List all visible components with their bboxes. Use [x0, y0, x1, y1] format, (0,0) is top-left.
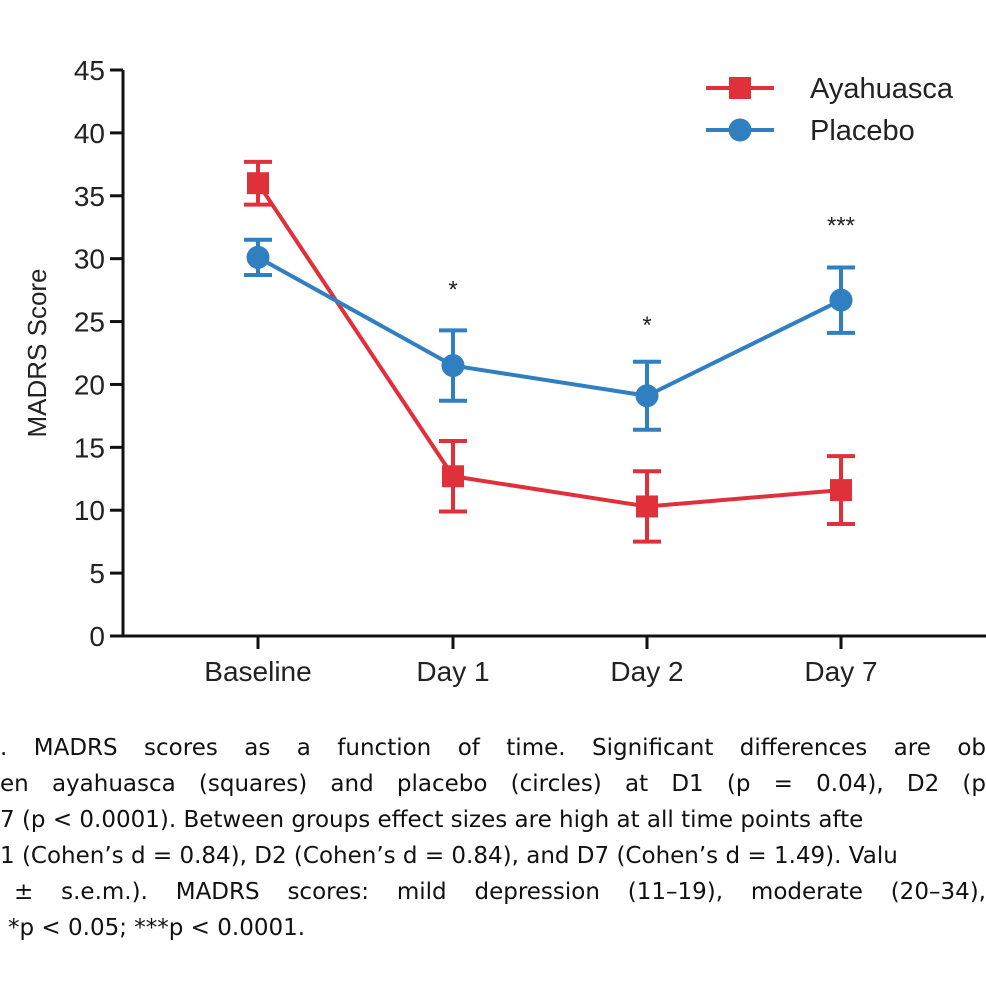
- data-point-circle: [441, 354, 465, 378]
- y-axis-ticks: 0 5 10 15 20 25 30 35 40 45: [74, 55, 123, 652]
- series-line: [257, 255, 842, 398]
- x-axis-ticks: Baseline Day 1 Day 2 Day 7: [204, 636, 878, 687]
- y-tick-label: 30: [74, 244, 105, 275]
- series-ayahuasca: [244, 159, 855, 544]
- series-layer: [244, 159, 855, 544]
- significance-annotations: *****: [448, 212, 855, 338]
- legend-square-icon: [729, 77, 751, 99]
- legend-label: Placebo: [810, 115, 915, 147]
- y-tick-label: 40: [74, 118, 105, 149]
- significance-marker: *: [642, 312, 651, 339]
- caption-line: en ayahuasca (squares) and placebo (circ…: [0, 771, 986, 797]
- y-tick-label: 10: [74, 495, 105, 526]
- data-point-square: [442, 465, 464, 488]
- legend-item-ayahuasca: Ayahuasca: [706, 73, 954, 105]
- caption-line: . MADRS scores as a function of time. Si…: [0, 735, 986, 761]
- y-tick-label: 35: [74, 181, 105, 212]
- y-tick-label: 20: [74, 369, 105, 400]
- data-point-circle: [246, 245, 270, 269]
- legend-circle-icon: [728, 118, 752, 142]
- y-tick-label: 45: [74, 55, 105, 86]
- x-tick-label: Baseline: [204, 656, 311, 687]
- series-line: [256, 182, 842, 509]
- data-point-square: [636, 495, 658, 518]
- legend-label: Ayahuasca: [810, 73, 954, 105]
- caption-line: 7 (p < 0.0001). Between groups effect si…: [0, 807, 864, 833]
- series-placebo: [244, 237, 855, 432]
- caption-line: 1 (Cohen’s d = 0.84), D2 (Cohen’s d = 0.…: [0, 843, 898, 869]
- chart-axes: [121, 70, 986, 638]
- y-tick-label: 25: [74, 307, 105, 338]
- y-tick-label: 5: [89, 558, 105, 589]
- data-point-circle: [635, 384, 659, 408]
- x-tick-label: Day 7: [804, 656, 877, 687]
- madrs-line-chart: 0 5 10 15 20 25 30 35 40 45 Baseline Day 1 Day 2 Day…: [22, 55, 986, 687]
- x-tick-label: Day 2: [610, 656, 683, 687]
- caption-line: *p < 0.05; ***p < 0.0001.: [8, 915, 306, 941]
- y-axis-label: MADRS Score: [22, 268, 52, 437]
- figure-caption: . MADRS scores as a function of time. Si…: [0, 730, 986, 986]
- data-point-square: [247, 172, 269, 195]
- significance-marker: *: [448, 277, 457, 304]
- caption-line: ± s.e.m.). MADRS scores: mild depression…: [14, 879, 986, 905]
- chart-legend: Ayahuasca Placebo: [706, 73, 954, 147]
- legend-item-placebo: Placebo: [706, 115, 915, 147]
- data-point-circle: [829, 288, 853, 312]
- y-tick-label: 15: [74, 432, 105, 463]
- x-tick-label: Day 1: [416, 656, 489, 687]
- data-point-square: [830, 479, 852, 502]
- y-tick-label: 0: [89, 621, 105, 652]
- significance-marker: ***: [827, 212, 855, 239]
